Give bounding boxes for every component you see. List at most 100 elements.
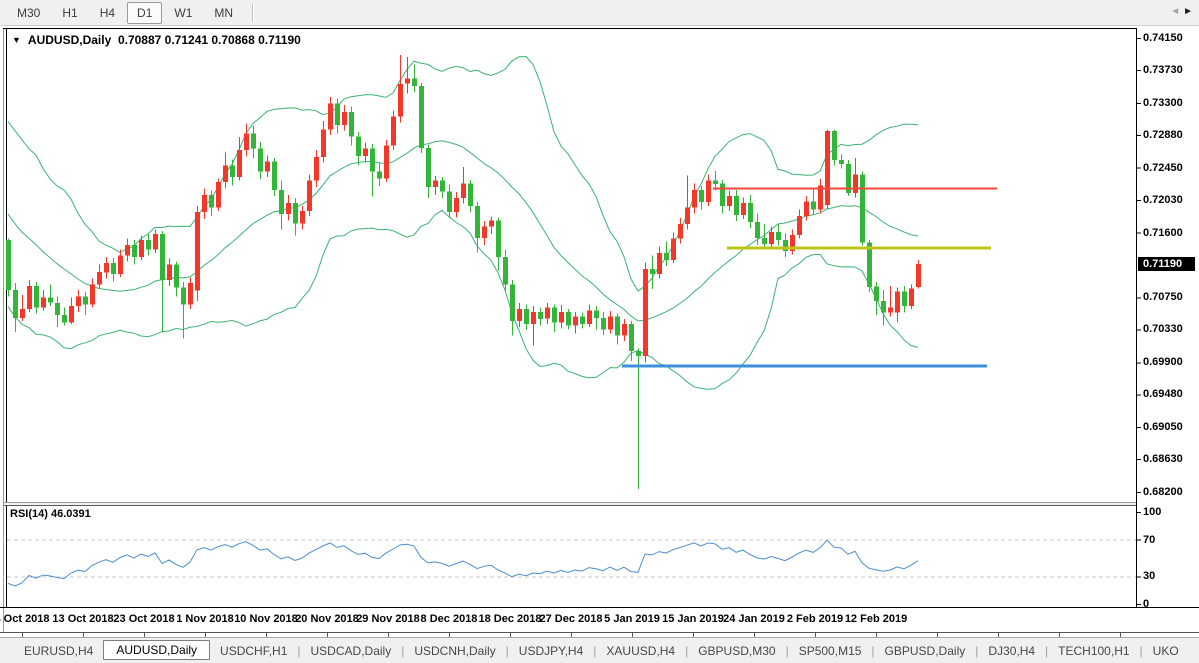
tab-xauusd-h4[interactable]: XAUUSD,H4 [606, 643, 676, 658]
price-axis-label: 0.69900 [1143, 356, 1183, 369]
candle [853, 174, 858, 193]
timeframe-button-h1[interactable]: H1 [62, 5, 78, 20]
candle [517, 308, 522, 322]
candle [783, 240, 788, 251]
candle [468, 183, 473, 206]
candle [6, 240, 11, 290]
candle [615, 316, 620, 336]
tab-usdcnh-daily[interactable]: USDCNH,Daily [414, 643, 496, 658]
timeframe-button-m30[interactable]: M30 [17, 5, 41, 20]
rsi-level-lines [7, 539, 1136, 578]
axis-ticks [22, 38, 1141, 637]
date-axis-label: 13 Oct 2018 [52, 613, 114, 625]
candle [895, 291, 900, 313]
candle [27, 286, 32, 309]
candle [846, 163, 851, 193]
candle [321, 129, 326, 158]
candle [314, 157, 319, 181]
candle [174, 264, 179, 288]
candle [776, 231, 781, 241]
candle [41, 297, 46, 308]
timeframe-button-d1[interactable]: D1 [127, 1, 163, 24]
candle [867, 242, 872, 287]
candle [300, 211, 305, 224]
date-axis-label: 2 Feb 2019 [786, 613, 844, 625]
date-axis-label: 10 Nov 2018 [234, 613, 298, 625]
tab-audusd-daily[interactable]: AUDUSD,Daily [103, 639, 211, 660]
candle [272, 161, 277, 190]
candle [496, 220, 501, 257]
tab-separator: | [297, 643, 301, 658]
candle [223, 165, 228, 183]
candle [293, 202, 298, 224]
toolbar-separator [252, 3, 255, 22]
candle [720, 183, 725, 206]
date-axis-label: 15 Jan 2019 [662, 613, 724, 625]
price-axis-label: 0.73300 [1143, 96, 1183, 109]
candle [181, 287, 186, 305]
candle [97, 272, 102, 285]
candle [881, 301, 886, 313]
candle [671, 238, 676, 261]
tab-separator: | [1045, 643, 1049, 658]
date-axis-label: 5 Jan 2019 [604, 613, 660, 625]
price-axis-label: 0.68630 [1143, 453, 1183, 466]
chart-ohlc-values: 0.70887 0.71241 0.70868 0.71190 [117, 33, 301, 47]
tab-eurusd-h4[interactable]: EURUSD,H4 [24, 643, 94, 658]
candle [706, 180, 711, 203]
candle [209, 195, 214, 208]
chart-tab-bar: EURUSD,H4 AUDUSD,Daily USDCHF,H1 | USDCAD,Da… [0, 637, 1199, 663]
candle [524, 308, 529, 325]
scroll-right-icon[interactable]: ► [1183, 6, 1196, 17]
tab-scroll-arrows: ◄► [1170, 6, 1196, 17]
rsi-value: 46.0391 [50, 508, 91, 520]
date-axis-label: 23 Oct 2018 [113, 613, 175, 625]
timeframe-button-w1[interactable]: W1 [174, 5, 193, 20]
candle [741, 202, 746, 215]
tab-usdjpy-h4[interactable]: USDJPY,H4 [518, 643, 584, 658]
candle [349, 112, 354, 137]
candle [685, 207, 690, 225]
candle [636, 350, 641, 357]
candle [132, 244, 137, 257]
candle [587, 310, 592, 325]
candle [412, 78, 417, 86]
candle [216, 182, 221, 208]
candle [363, 148, 368, 157]
candle [83, 296, 88, 305]
candle [104, 263, 109, 273]
candle [790, 234, 795, 251]
price-axis-label: 0.69480 [1143, 388, 1183, 401]
tab-separator: | [505, 643, 509, 658]
tab-gbpusd-daily[interactable]: GBPUSD,Daily [884, 643, 966, 658]
scroll-left-icon[interactable]: ◄ [1170, 6, 1184, 17]
price-axis-label: 0.70330 [1143, 323, 1183, 336]
tab-usdchf-h1[interactable]: USDCHF,H1 [220, 643, 288, 658]
tab-uko[interactable]: UKO [1152, 643, 1179, 658]
tab-dj30-h4[interactable]: DJ30,H4 [988, 643, 1036, 658]
candle [608, 316, 613, 330]
candle [727, 195, 732, 206]
candle [405, 78, 410, 84]
tab-separator: | [593, 643, 597, 658]
timeframe-button-h4[interactable]: H4 [99, 5, 116, 20]
candle [888, 307, 893, 313]
tab-tech100-h1[interactable]: TECH100,H1 [1058, 643, 1130, 658]
candle [440, 180, 445, 192]
tab-sp500-m15[interactable]: SP500,M15 [798, 643, 862, 658]
candle [580, 316, 585, 325]
candle [265, 161, 270, 172]
candle [251, 133, 256, 149]
tab-separator: | [401, 643, 405, 658]
candle [797, 215, 802, 235]
timeframe-button-mn[interactable]: MN [214, 5, 234, 20]
tab-separator: | [975, 643, 979, 658]
candle [503, 257, 508, 285]
tab-usdcad-daily[interactable]: USDCAD,Daily [310, 643, 392, 658]
candle [125, 244, 130, 256]
current-price-tag: 0.71190 [1138, 256, 1195, 271]
tab-gbpusd-m30[interactable]: GBPUSD,M30 [698, 643, 776, 658]
chevron-down-icon[interactable]: ▼ [12, 35, 21, 45]
